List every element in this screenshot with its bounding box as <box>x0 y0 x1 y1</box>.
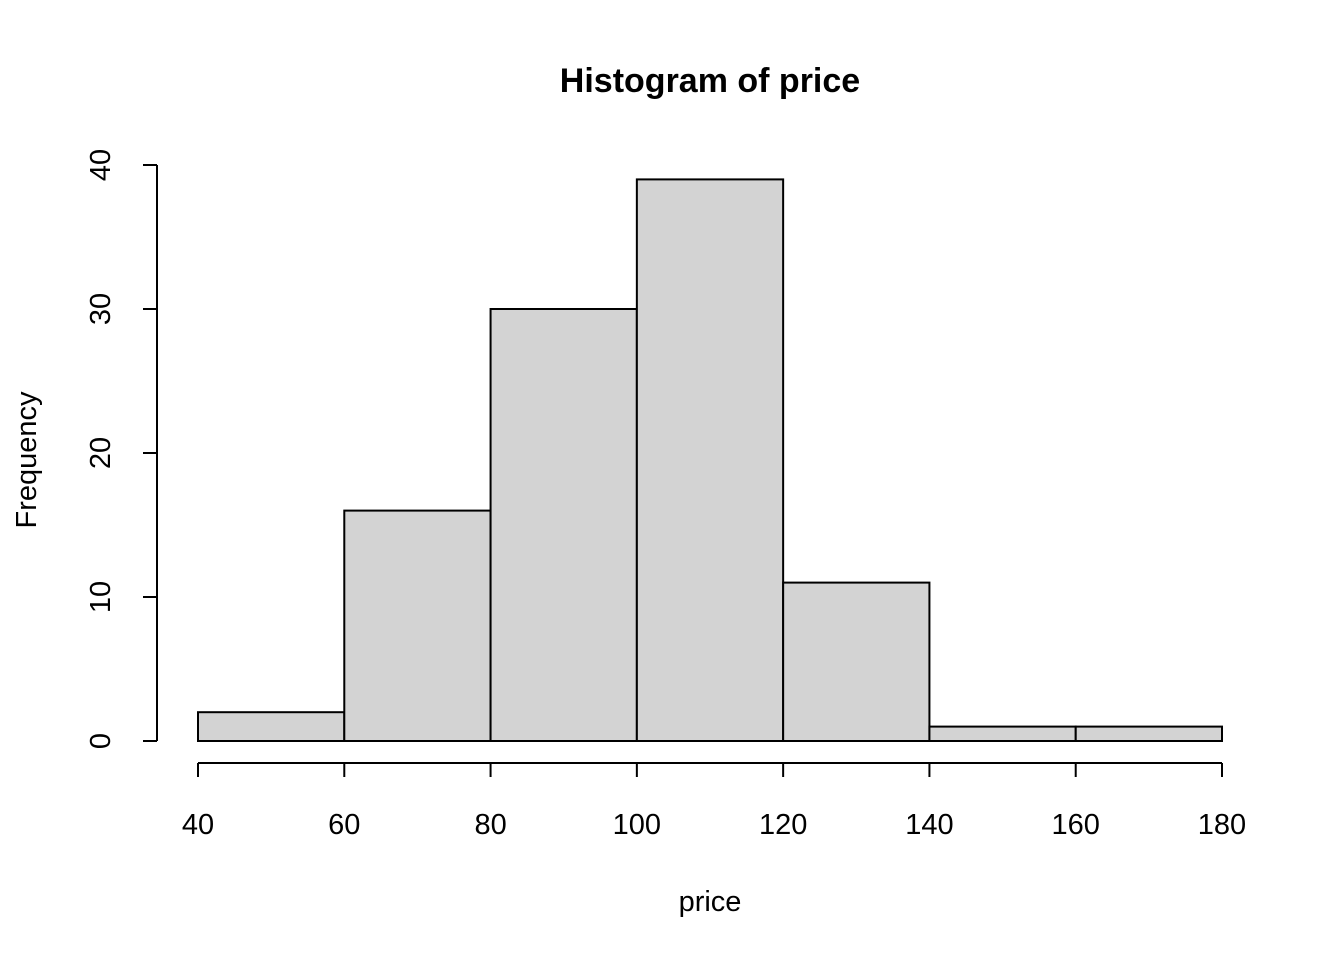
y-tick-label-40: 40 <box>85 149 117 181</box>
x-tick-label-80: 80 <box>474 809 506 841</box>
histogram-bar-40-60 <box>197 711 346 743</box>
x-tick-label-60: 60 <box>328 809 360 841</box>
y-axis: 0 10 20 30 40 <box>85 149 158 749</box>
histogram-bar-100-120 <box>635 178 785 742</box>
y-tick-label-30: 30 <box>85 293 117 325</box>
histogram-bar-60-80 <box>343 509 492 742</box>
x-tick-label-40: 40 <box>182 809 214 841</box>
histogram-bar-80-100 <box>489 308 638 742</box>
x-axis-title: price <box>679 886 742 918</box>
histogram-bar-120-140 <box>782 581 931 742</box>
chart-title: Histogram of price <box>560 62 860 100</box>
y-tick-label-20: 20 <box>85 437 117 469</box>
y-tick-label-0: 0 <box>85 733 117 749</box>
y-axis-title: Frequency <box>11 391 43 529</box>
x-axis: 40 60 80 100 120 140 160 180 <box>182 762 1246 841</box>
x-tick-label-120: 120 <box>759 809 807 841</box>
histogram-bar-140-160 <box>928 725 1077 742</box>
bars-group <box>197 178 1223 743</box>
x-tick-label-160: 160 <box>1052 809 1100 841</box>
histogram-bar-160-180 <box>1074 725 1223 742</box>
y-tick-label-10: 10 <box>85 581 117 613</box>
x-tick-label-180: 180 <box>1198 809 1246 841</box>
x-tick-label-140: 140 <box>905 809 953 841</box>
x-tick-label-100: 100 <box>613 809 661 841</box>
